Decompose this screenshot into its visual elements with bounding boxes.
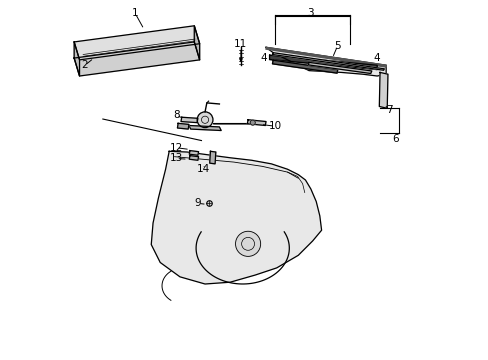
Polygon shape xyxy=(265,47,386,76)
Text: 13: 13 xyxy=(169,153,183,163)
Polygon shape xyxy=(272,60,337,73)
Polygon shape xyxy=(265,47,386,67)
Text: 3: 3 xyxy=(307,8,313,18)
Polygon shape xyxy=(379,72,387,108)
Text: 4: 4 xyxy=(373,53,380,63)
Text: 6: 6 xyxy=(391,134,398,144)
Polygon shape xyxy=(74,26,199,60)
Polygon shape xyxy=(189,156,198,160)
Text: 5: 5 xyxy=(334,41,340,50)
Text: 4: 4 xyxy=(261,53,267,63)
Polygon shape xyxy=(194,26,199,60)
Polygon shape xyxy=(74,42,199,76)
Polygon shape xyxy=(272,53,384,70)
Circle shape xyxy=(250,120,255,125)
Circle shape xyxy=(235,231,260,256)
Polygon shape xyxy=(308,62,371,73)
Text: 7: 7 xyxy=(386,105,392,115)
Text: 12: 12 xyxy=(169,143,183,153)
Polygon shape xyxy=(247,120,265,126)
Polygon shape xyxy=(74,42,80,76)
Text: 10: 10 xyxy=(268,121,281,131)
Text: 2: 2 xyxy=(81,60,88,70)
Text: 14: 14 xyxy=(196,164,209,174)
Polygon shape xyxy=(181,117,198,123)
Text: 1: 1 xyxy=(132,8,138,18)
Polygon shape xyxy=(209,151,215,164)
Circle shape xyxy=(197,112,212,128)
Polygon shape xyxy=(151,151,321,284)
Text: 9: 9 xyxy=(194,198,201,208)
Polygon shape xyxy=(188,126,221,131)
Text: 8: 8 xyxy=(173,111,179,121)
Polygon shape xyxy=(177,123,188,129)
Polygon shape xyxy=(189,150,198,155)
Polygon shape xyxy=(269,55,376,69)
Text: 11: 11 xyxy=(234,39,247,49)
